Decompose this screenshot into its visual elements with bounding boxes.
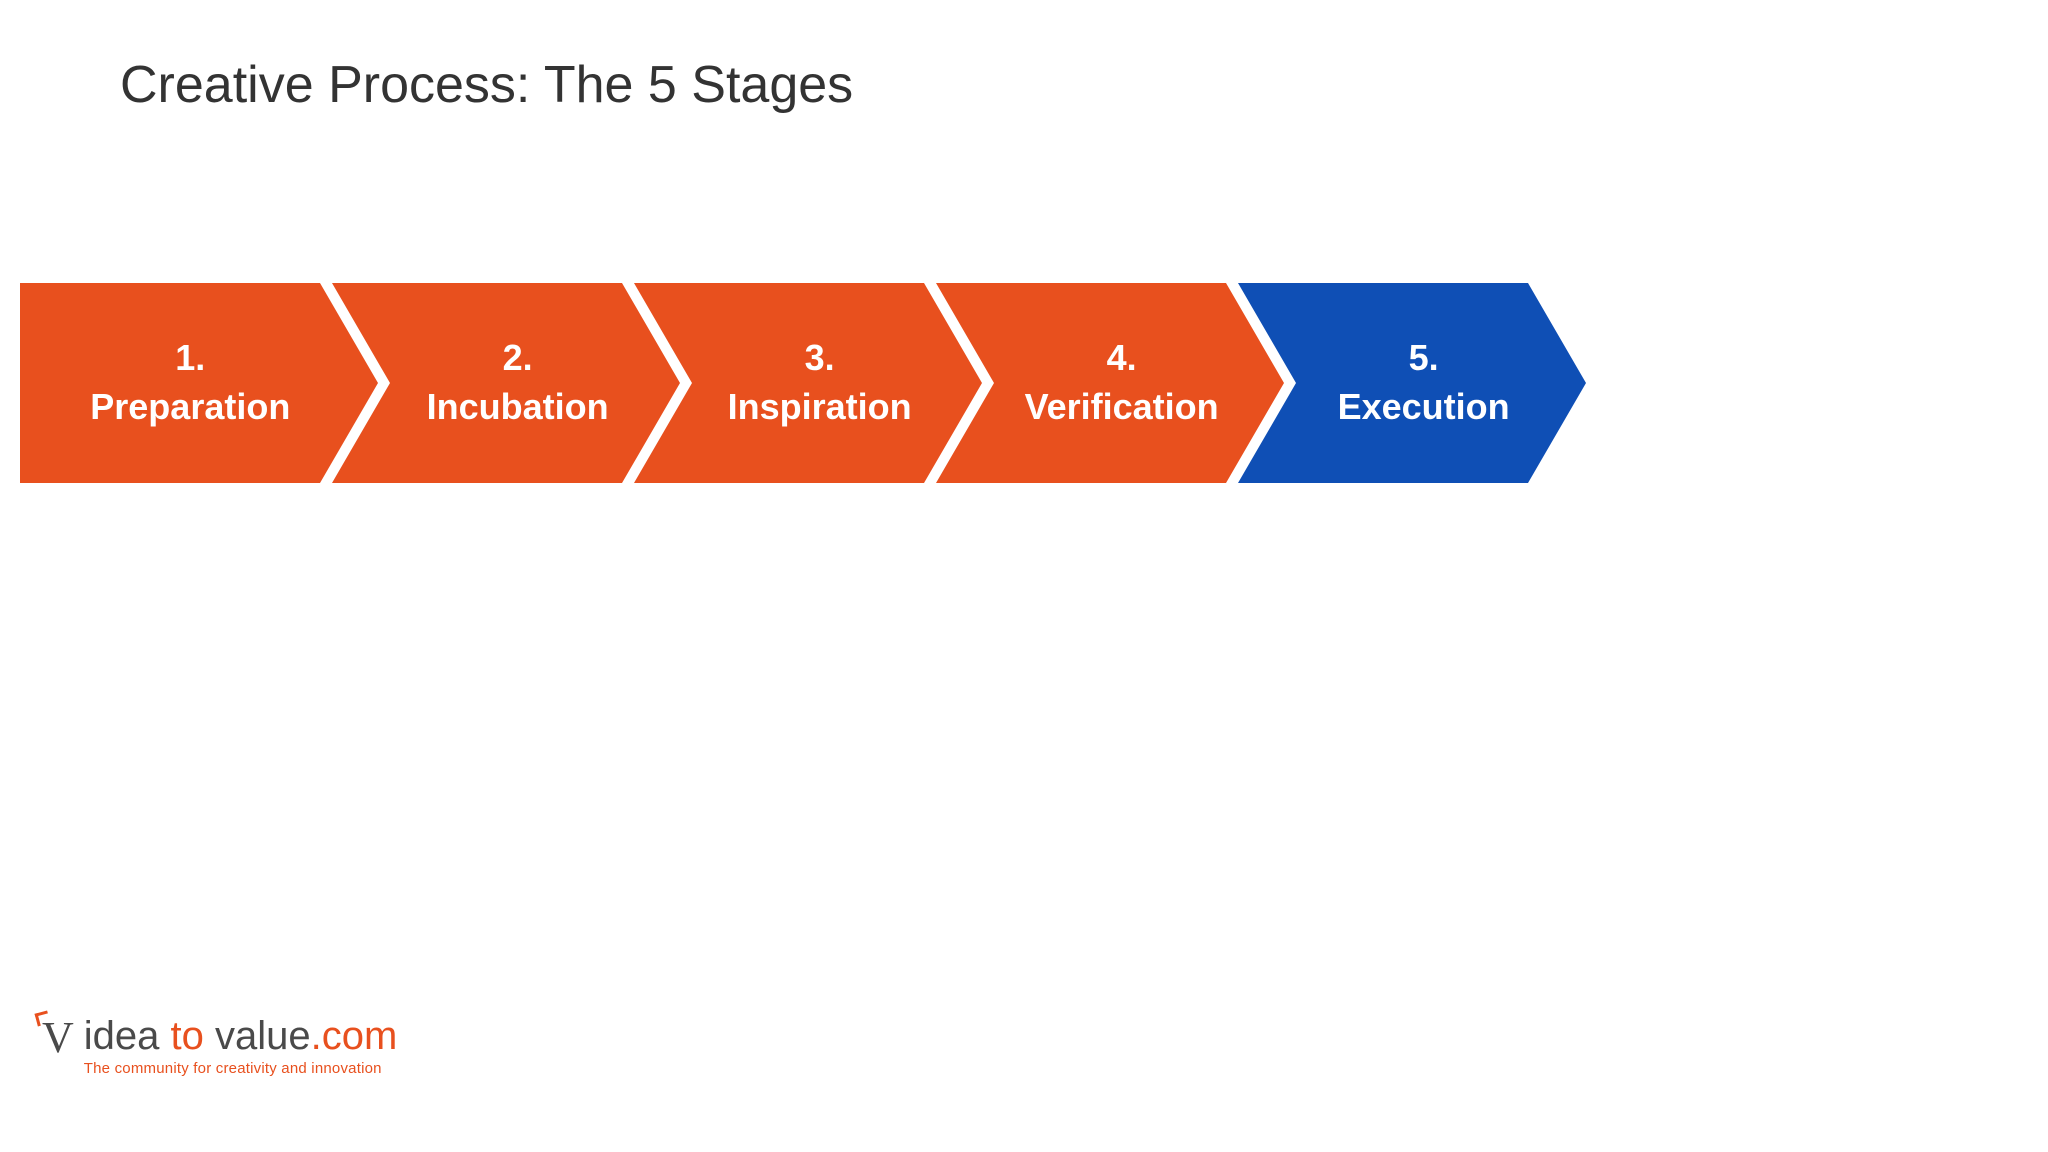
brand-logo: V idea to value.com The community for cr… xyxy=(42,1014,397,1077)
logo-word: idea xyxy=(84,1014,171,1058)
stage-name: Verification xyxy=(1025,383,1219,432)
logo-word: .com xyxy=(311,1014,398,1058)
logo-wordmark: idea to value.com xyxy=(84,1014,398,1058)
stage-number: 1. xyxy=(90,334,290,383)
logo-word: value xyxy=(215,1014,311,1058)
process-chevron-diagram: 1.Preparation 2.Incubation 3.Inspiration 4.… xyxy=(20,283,1586,483)
stage-label: 4.Verification xyxy=(1025,334,1219,431)
stage-chevron-1: 1.Preparation xyxy=(20,283,378,483)
stage-name: Preparation xyxy=(90,383,290,432)
logo-v-icon: V xyxy=(42,1014,74,1060)
stage-chevron-5: 5.Execution xyxy=(1238,283,1586,483)
page-title: Creative Process: The 5 Stages xyxy=(120,55,853,115)
stage-name: Execution xyxy=(1338,383,1510,432)
logo-tagline: The community for creativity and innovat… xyxy=(84,1060,398,1077)
stage-label: 3.Inspiration xyxy=(728,334,912,431)
logo-text-wrap: idea to value.com The community for crea… xyxy=(84,1014,398,1077)
stage-name: Incubation xyxy=(427,383,609,432)
stage-number: 3. xyxy=(728,334,912,383)
logo-word: to xyxy=(171,1014,215,1058)
stage-chevron-4: 4.Verification xyxy=(936,283,1284,483)
stage-name: Inspiration xyxy=(728,383,912,432)
stage-label: 1.Preparation xyxy=(90,334,290,431)
stage-label: 5.Execution xyxy=(1338,334,1510,431)
stage-number: 4. xyxy=(1025,334,1219,383)
stage-label: 2.Incubation xyxy=(427,334,609,431)
stage-chevron-3: 3.Inspiration xyxy=(634,283,982,483)
stage-number: 5. xyxy=(1338,334,1510,383)
stage-chevron-2: 2.Incubation xyxy=(332,283,680,483)
stage-number: 2. xyxy=(427,334,609,383)
